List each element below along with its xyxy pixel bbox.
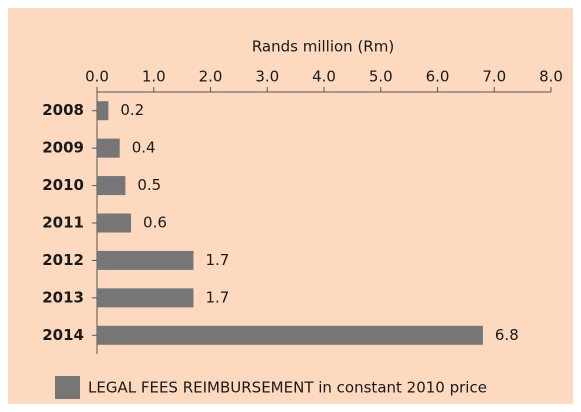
- bar: [97, 250, 194, 270]
- legend-label: LEGAL FEES REIMBURSEMENT in constant 201…: [88, 379, 487, 397]
- x-tick-label: 7.0: [482, 68, 506, 86]
- x-tick-label: 6.0: [426, 68, 450, 86]
- x-tick-label: 2.0: [199, 68, 223, 86]
- data-label: 0.4: [132, 139, 156, 157]
- x-tick-label: 0.0: [85, 68, 109, 86]
- data-label: 1.7: [205, 288, 229, 306]
- bar: [97, 325, 483, 345]
- x-tick-label: 8.0: [539, 68, 563, 86]
- bar: [97, 213, 132, 233]
- y-tick-label: 2011: [42, 214, 84, 232]
- data-label: 0.5: [137, 176, 161, 194]
- bar: [97, 101, 109, 121]
- y-tick-label: 2008: [42, 101, 84, 119]
- data-label: 0.6: [143, 214, 167, 232]
- x-tick-label: 4.0: [312, 68, 336, 86]
- bar: [97, 138, 120, 158]
- x-tick-label: 1.0: [142, 68, 166, 86]
- bar: [97, 288, 194, 308]
- x-tick-label: 5.0: [369, 68, 393, 86]
- y-tick-label: 2009: [42, 139, 84, 157]
- data-label: 1.7: [205, 251, 229, 269]
- y-tick-label: 2012: [42, 251, 84, 269]
- bar: [97, 176, 126, 196]
- axis-title: Rands million (Rm): [252, 38, 394, 56]
- data-label: 0.2: [120, 101, 144, 119]
- y-tick-label: 2014: [42, 326, 84, 344]
- x-tick-label: 3.0: [255, 68, 279, 86]
- legend-swatch: [55, 376, 80, 399]
- data-label: 6.8: [495, 326, 519, 344]
- y-tick-label: 2013: [42, 288, 84, 306]
- y-tick-label: 2010: [42, 176, 84, 194]
